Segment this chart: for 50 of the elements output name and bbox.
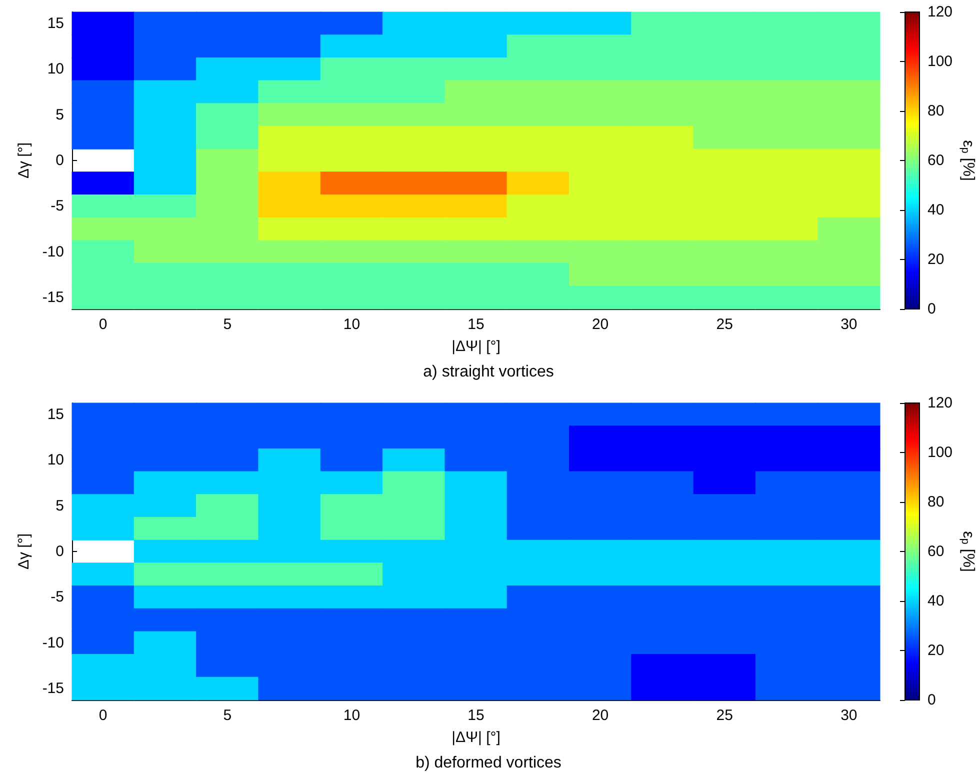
x-axis-title: |ΔΨ| [°] <box>452 338 500 355</box>
color-bar-label: 80 <box>928 494 944 510</box>
x-tick-label: 25 <box>716 707 733 724</box>
color-bar-label: 0 <box>928 692 936 708</box>
y-axis-title: Δγ [°] <box>15 142 32 179</box>
x-tick-label: 0 <box>98 707 108 724</box>
x-tick-label: 0 <box>98 316 108 333</box>
color-bar-label: 40 <box>928 202 944 218</box>
color-bar-label: 100 <box>928 53 953 70</box>
y-tick-label: -10 <box>42 634 64 652</box>
y-tick-label: -15 <box>42 680 64 698</box>
y-tick-label: 10 <box>47 452 64 469</box>
color-bar-label: 0 <box>928 300 936 318</box>
color-bar-title: εp [%] <box>959 140 976 181</box>
color-bar-label: 80 <box>928 102 944 120</box>
y-tick-label: -10 <box>42 243 64 260</box>
color-bar-label: 100 <box>928 444 953 461</box>
x-tick-label: 20 <box>592 316 609 333</box>
color-bar-label: 20 <box>928 642 944 659</box>
text: b) deformed vortices <box>416 754 562 772</box>
y-tick-label: -5 <box>50 588 64 606</box>
text: a) straight vortices <box>423 364 554 380</box>
y-tick-label: 10 <box>47 60 64 78</box>
y-tick-label: 0 <box>56 152 64 169</box>
x-tick-label: 25 <box>716 316 733 333</box>
color-bar-label: 120 <box>928 4 953 20</box>
y-tick-label: -5 <box>50 198 64 215</box>
y-tick-label: 15 <box>47 14 64 32</box>
color-bar-label: 60 <box>928 543 944 560</box>
x-tick-label: 5 <box>223 316 232 333</box>
x-axis-title: |ΔΨ| [°] <box>452 729 500 746</box>
color-bar-label: 40 <box>928 592 944 610</box>
x-tick-label: 10 <box>343 316 360 333</box>
x-tick-label: 15 <box>468 316 484 333</box>
x-tick-label: 30 <box>840 707 858 724</box>
color-bar-title: εp [%] <box>959 531 976 572</box>
y-tick-label: 5 <box>56 497 64 514</box>
y-tick-label: -15 <box>42 289 64 306</box>
x-tick-label: 15 <box>468 707 484 724</box>
x-tick-label: 10 <box>343 707 360 724</box>
y-tick-label: 0 <box>56 543 64 560</box>
y-tick-label: 15 <box>47 406 64 423</box>
color-bar-label: 60 <box>928 152 944 169</box>
x-tick-label: 5 <box>223 707 232 724</box>
x-tick-label: 20 <box>592 707 609 724</box>
color-bar-label: 20 <box>928 251 944 268</box>
x-tick-label: 30 <box>840 316 858 333</box>
y-axis-title: Δγ [°] <box>15 533 32 570</box>
color-bar-label: 120 <box>928 394 953 412</box>
y-tick-label: 5 <box>56 106 64 124</box>
